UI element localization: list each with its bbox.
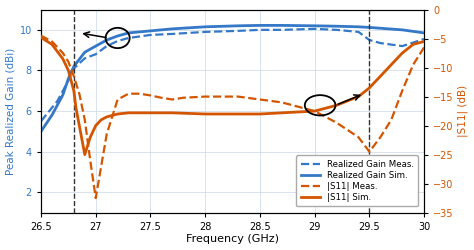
Y-axis label: |S11| (dB): |S11| (dB) <box>458 85 468 137</box>
Y-axis label: Peak Realized Gain (dBi): Peak Realized Gain (dBi) <box>6 48 16 175</box>
X-axis label: Frequency (GHz): Frequency (GHz) <box>186 234 279 244</box>
Legend: Realized Gain Meas., Realized Gain Sim., |S11| Meas., |S11| Sim.: Realized Gain Meas., Realized Gain Sim.,… <box>296 155 418 206</box>
